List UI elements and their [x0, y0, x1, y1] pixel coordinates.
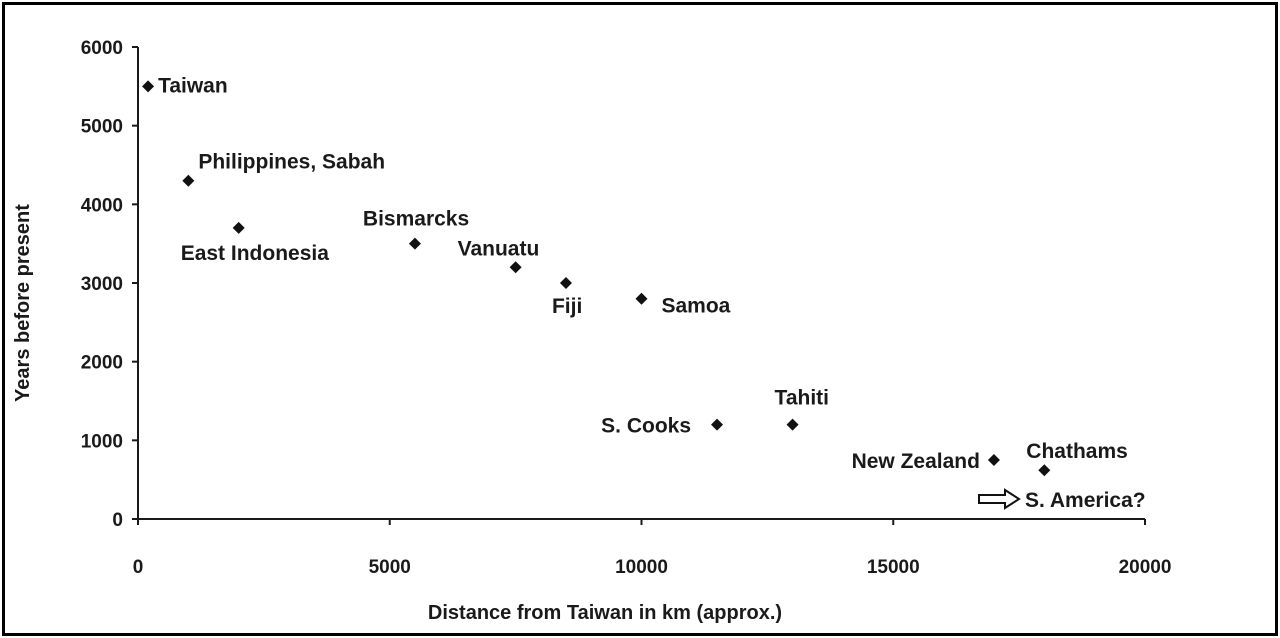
y-tick-label: 2000	[81, 353, 123, 374]
y-tick-label: 4000	[81, 195, 123, 216]
y-tick-label: 1000	[81, 431, 123, 452]
data-point	[509, 261, 522, 274]
annotation-label: S. America?	[1025, 489, 1146, 512]
data-point	[711, 418, 724, 431]
data-point	[182, 174, 195, 187]
south-america-annotation: S. America?	[978, 488, 1146, 512]
scatter-chart: 0 5000 10000 15000 20000 0 1000 2000 3000 4000 500…	[12, 38, 1172, 624]
data-point	[559, 277, 572, 289]
right-arrow-icon	[978, 488, 1021, 510]
data-point-label: Tahiti	[775, 387, 829, 410]
data-point-label: Samoa	[662, 295, 731, 318]
ticks: 0 5000 10000 15000 20000 0 1000 2000 3000 4000 500…	[81, 38, 1172, 578]
data-point	[635, 292, 648, 305]
x-tick-label: 5000	[369, 557, 411, 578]
y-tick-label: 0	[112, 510, 123, 531]
axes	[137, 47, 1145, 525]
data-point-label: Taiwan	[158, 74, 228, 97]
data-point-label: Philippines, Sabah	[198, 151, 385, 174]
data-point-label: New Zealand	[852, 450, 980, 473]
data-point	[142, 80, 155, 93]
y-axis-title: Years before present	[12, 204, 34, 402]
x-tick-label: 0	[133, 557, 144, 578]
data-point-label: Fiji	[552, 295, 582, 318]
x-tick-label: 15000	[867, 557, 920, 578]
data-point-label: Chathams	[1026, 440, 1128, 463]
data-point-label: East Indonesia	[181, 242, 330, 265]
data-point	[987, 454, 1000, 466]
x-tick-label: 10000	[615, 557, 668, 578]
data-point	[232, 221, 245, 234]
x-tick-label: 20000	[1119, 557, 1172, 578]
x-axis-title: Distance from Taiwan in km (approx.)	[428, 602, 782, 624]
data-point-label: Bismarcks	[363, 208, 469, 231]
y-tick-label: 5000	[81, 117, 123, 138]
data-point-label: Vanuatu	[458, 237, 540, 260]
y-tick-label: 3000	[81, 274, 123, 295]
markers	[142, 80, 1051, 477]
point-labels: Taiwan Philippines, Sabah East Indonesia Bi…	[158, 74, 1128, 473]
data-point	[786, 418, 799, 431]
data-point	[408, 237, 421, 250]
data-point-label: S. Cooks	[601, 415, 691, 438]
data-point	[1038, 464, 1051, 477]
y-tick-label: 6000	[81, 38, 123, 59]
